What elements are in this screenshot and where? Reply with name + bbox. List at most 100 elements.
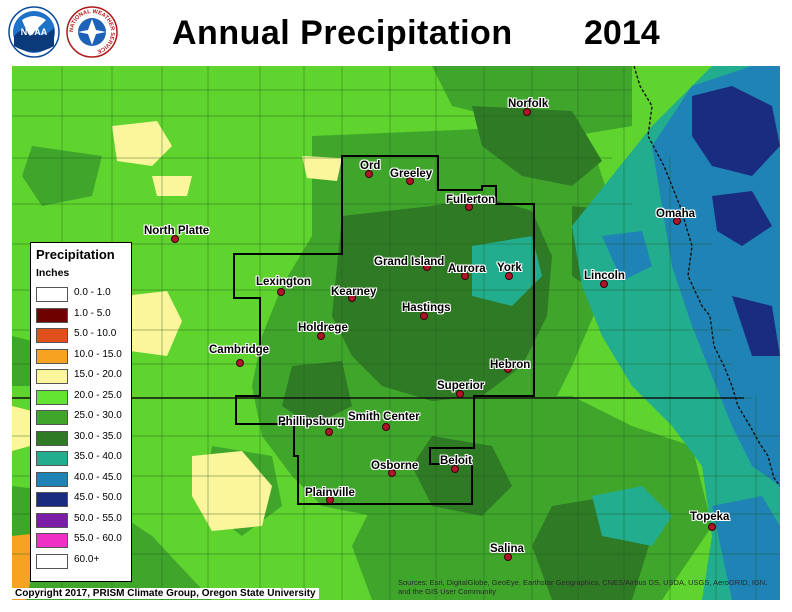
legend-range-label: 15.0 - 20.0 bbox=[74, 369, 122, 380]
city-marker bbox=[504, 553, 512, 561]
noaa-logo: NOAA bbox=[8, 6, 60, 58]
legend-range-label: 50.0 - 55.0 bbox=[74, 512, 122, 524]
city-marker bbox=[420, 312, 428, 320]
city-marker bbox=[523, 108, 531, 116]
city-label: Beloit bbox=[440, 455, 472, 467]
city-label: York bbox=[497, 262, 522, 274]
city-label: Phillipsburg bbox=[278, 416, 345, 428]
nws-logo: NATIONAL WEATHER SERVICE bbox=[66, 6, 118, 58]
city-label: Salina bbox=[490, 543, 524, 555]
legend-range-label: 55.0 - 60.0 bbox=[74, 533, 122, 544]
city-label: Omaha bbox=[656, 208, 695, 220]
legend-swatch bbox=[36, 471, 68, 487]
city-marker bbox=[465, 203, 473, 211]
legend-range-label: 25.0 - 30.0 bbox=[74, 410, 122, 421]
legend-item: 45.0 - 50.0 bbox=[36, 490, 128, 507]
city-label: Smith Center bbox=[348, 411, 420, 423]
city-marker bbox=[461, 272, 469, 280]
city-marker bbox=[505, 272, 513, 280]
city-marker bbox=[277, 288, 285, 296]
city-marker bbox=[504, 365, 512, 373]
zone-15-20 bbox=[12, 121, 342, 531]
legend-range-label: 30.0 - 35.0 bbox=[74, 430, 122, 442]
legend-item: 10.0 - 15.0 bbox=[36, 347, 128, 364]
legend-item: 35.0 - 40.0 bbox=[36, 449, 128, 466]
legend-units: Inches bbox=[36, 267, 70, 279]
city-marker bbox=[236, 359, 244, 367]
attribution-text: Sources: Esri, DigitalGlobe, GeoEye, Ear… bbox=[398, 578, 768, 596]
legend-item: 20.0 - 25.0 bbox=[36, 388, 128, 405]
legend-swatch bbox=[36, 533, 68, 548]
city-marker bbox=[382, 423, 390, 431]
legend-title: Precipitation bbox=[36, 247, 115, 262]
legend-range-label: 20.0 - 25.0 bbox=[74, 389, 122, 401]
city-marker bbox=[171, 235, 179, 243]
legend-swatch bbox=[36, 430, 68, 446]
precipitation-legend: Precipitation Inches 0.0 - 1.0 1.0 - 5.0 5… bbox=[30, 242, 132, 582]
city-label: Holdrege bbox=[298, 322, 348, 334]
city-marker bbox=[365, 170, 373, 178]
city-label: Plainville bbox=[305, 487, 355, 499]
city-marker bbox=[600, 280, 608, 288]
city-label: Hebron bbox=[490, 359, 531, 371]
city-label: Lexington bbox=[256, 276, 311, 288]
legend-item: 30.0 - 35.0 bbox=[36, 429, 128, 446]
city-marker bbox=[456, 390, 464, 398]
legend-item: 15.0 - 20.0 bbox=[36, 367, 128, 384]
noaa-logo-text: NOAA bbox=[21, 27, 48, 37]
legend-range-label: 60.0+ bbox=[74, 553, 100, 565]
legend-range-label: 1.0 - 5.0 bbox=[74, 307, 111, 319]
legend-range-label: 0.0 - 1.0 bbox=[74, 287, 111, 298]
legend-range-label: 35.0 - 40.0 bbox=[74, 451, 122, 462]
city-label: Cambridge bbox=[209, 344, 270, 356]
legend-item: 0.0 - 1.0 bbox=[36, 285, 128, 302]
legend-range-label: 10.0 - 15.0 bbox=[74, 348, 122, 360]
legend-item: 50.0 - 55.0 bbox=[36, 511, 128, 528]
legend-swatch bbox=[36, 492, 68, 507]
zone-45-50 bbox=[692, 86, 780, 356]
city-label: Norfolk bbox=[508, 98, 549, 110]
legend-item: 25.0 - 30.0 bbox=[36, 408, 128, 425]
legend-item: 5.0 - 10.0 bbox=[36, 326, 128, 343]
city-marker bbox=[673, 217, 681, 225]
city-marker bbox=[423, 263, 431, 271]
city-label: Greeley bbox=[390, 168, 433, 180]
city-label: Ord bbox=[360, 160, 381, 172]
zone-10-15 bbox=[12, 534, 34, 600]
city-label: Lincoln bbox=[584, 270, 625, 282]
forecast-area-boundary bbox=[233, 155, 535, 505]
legend-swatch bbox=[36, 369, 68, 384]
city-label: Aurora bbox=[448, 263, 486, 275]
city-marker bbox=[326, 496, 334, 504]
city-label: Kearney bbox=[331, 286, 377, 298]
legend-swatch bbox=[36, 348, 68, 364]
legend-swatch bbox=[36, 307, 68, 323]
city-label: Topeka bbox=[690, 511, 730, 523]
legend-item: 60.0+ bbox=[36, 552, 128, 569]
legend-swatch bbox=[36, 451, 68, 466]
legend-swatch bbox=[36, 287, 68, 302]
city-marker bbox=[388, 469, 396, 477]
city-label: Hastings bbox=[402, 302, 451, 314]
city-label: Superior bbox=[437, 380, 485, 392]
legend-item: 55.0 - 60.0 bbox=[36, 531, 128, 548]
city-label: Osborne bbox=[371, 460, 419, 472]
copyright-text: Copyright 2017, PRISM Climate Group, Ore… bbox=[12, 588, 319, 599]
header: NOAA NATIONAL WEATHER SERVICE Annual Pre… bbox=[0, 0, 792, 64]
precipitation-map bbox=[12, 66, 780, 600]
legend-item: 1.0 - 5.0 bbox=[36, 306, 128, 323]
map-year: 2014 bbox=[584, 14, 660, 52]
city-label: North Platte bbox=[144, 225, 210, 237]
state-border-missouri-river bbox=[633, 66, 780, 487]
city-marker bbox=[317, 332, 325, 340]
legend-range-label: 5.0 - 10.0 bbox=[74, 328, 117, 339]
legend-swatch bbox=[36, 410, 68, 425]
legend-range-label: 40.0 - 45.0 bbox=[74, 471, 122, 483]
legend-swatch bbox=[36, 328, 68, 343]
city-marker bbox=[708, 523, 716, 531]
legend-range-label: 45.0 - 50.0 bbox=[74, 492, 122, 503]
legend-swatch bbox=[36, 389, 68, 405]
map-title: Annual Precipitation bbox=[172, 14, 513, 52]
legend-item: 40.0 - 45.0 bbox=[36, 470, 128, 487]
city-marker bbox=[406, 177, 414, 185]
